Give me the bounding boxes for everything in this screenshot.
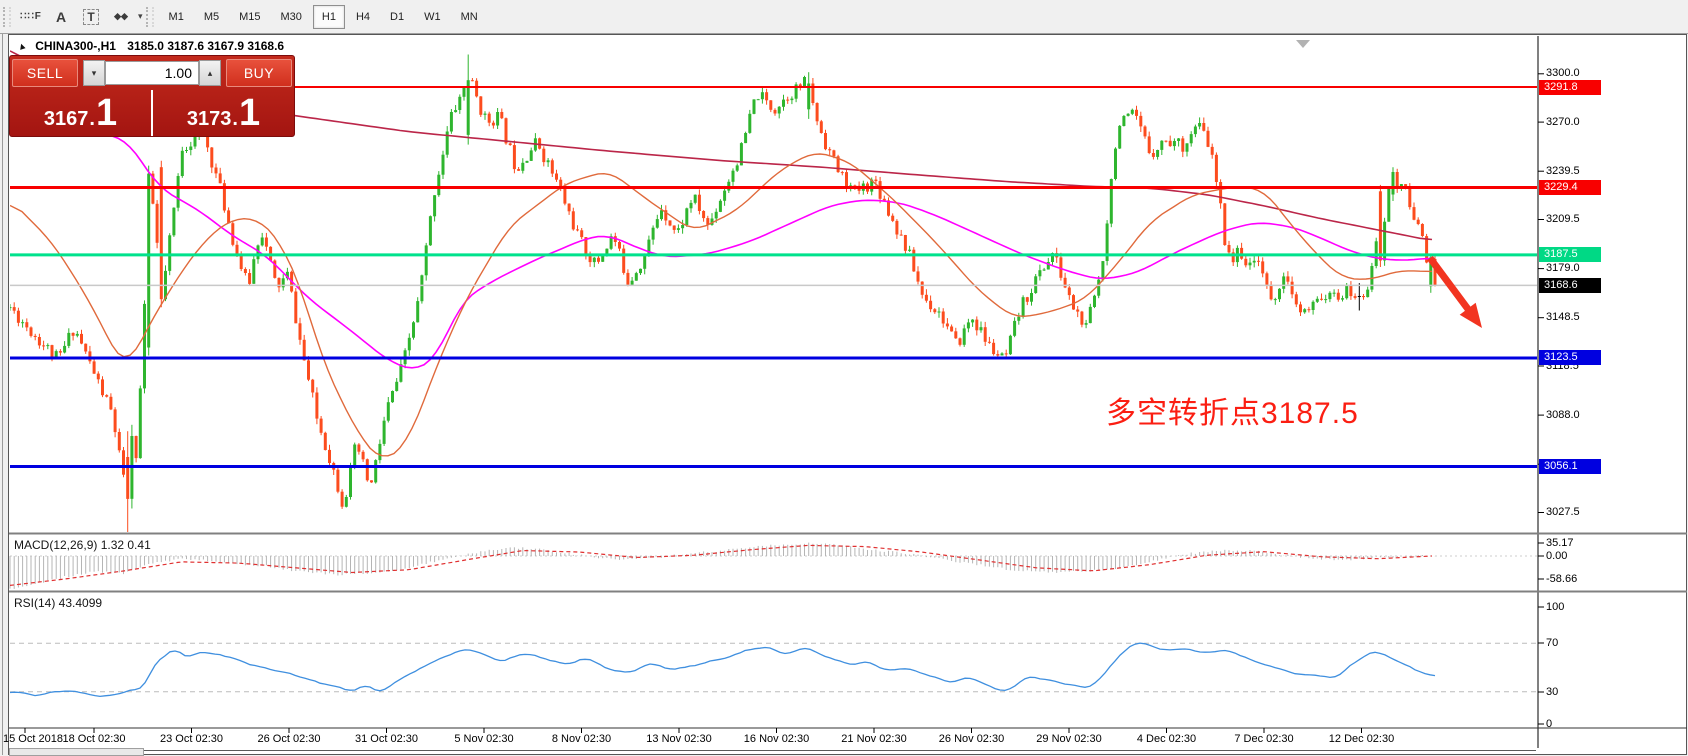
workspace-edge (2, 34, 3, 755)
price-tick-label: 3179.0 (1546, 262, 1580, 275)
time-axis-label: 16 Nov 02:30 (743, 733, 810, 745)
buy-price-pip: 1 (238, 92, 261, 134)
volume-increase-button[interactable]: ▴ (199, 60, 221, 86)
time-axis-label: 12 Dec 02:30 (1328, 733, 1395, 745)
rsi-scale-label: 0 (1546, 717, 1553, 730)
macd-pane-layer (9, 542, 1537, 589)
horizontal-scrollbar-track (144, 750, 1536, 751)
macd-scale-label: 35.17 (1546, 536, 1574, 549)
price-tick-label: 3239.5 (1546, 164, 1580, 177)
sell-price-dot: . (89, 108, 95, 130)
toolbar-grip-2[interactable] (145, 6, 154, 27)
sell-quote-display[interactable]: 3167 . 1 (10, 90, 153, 136)
price-badge: 3229.4 (1539, 179, 1601, 195)
time-axis-label: 31 Oct 02:30 (355, 733, 418, 745)
time-axis-label: 18 Oct 02:30 (62, 733, 126, 745)
tf-button-M5[interactable]: M5 (203, 10, 220, 23)
rsi-pane-layer (9, 642, 1537, 698)
chart-window (8, 34, 1687, 755)
text-label-icon[interactable]: A (55, 8, 67, 25)
time-axis-label: 29 Nov 02:30 (1036, 733, 1102, 745)
price-badge: 3123.5 (1539, 350, 1601, 366)
level-lines-layer (10, 86, 1537, 468)
toolbar-grip[interactable] (3, 6, 11, 27)
price-tick-label: 3270.0 (1546, 115, 1580, 128)
dropdown-caret-icon[interactable]: ▾ (138, 11, 143, 21)
time-axis-label: 21 Nov 02:30 (841, 733, 907, 745)
tf-button-M30[interactable]: M30 (280, 10, 302, 23)
time-axis-label: 26 Oct 02:30 (257, 733, 321, 745)
axis-ticks-layer (24, 73, 1544, 733)
tf-button-W1[interactable]: W1 (424, 10, 441, 23)
tf-button-D1[interactable]: D1 (390, 10, 405, 23)
price-badge: 3056.1 (1539, 458, 1601, 474)
macd-scale-label: 0.00 (1546, 549, 1568, 562)
arrow-annotation (1427, 255, 1482, 328)
price-badge: 3168.6 (1539, 277, 1601, 293)
time-axis-label: 13 Nov 02:30 (646, 733, 712, 745)
chart-ohlc-values: 3185.0 3187.6 3167.9 3168.6 (127, 39, 285, 53)
sell-button[interactable]: SELL (12, 59, 78, 87)
volume-input[interactable] (105, 61, 199, 85)
price-tick-label: 3300.0 (1546, 67, 1580, 80)
price-tick-label: 3027.5 (1546, 506, 1580, 519)
sell-price-base: 3167 (43, 108, 89, 130)
time-axis-label: 5 Nov 02:30 (454, 733, 514, 745)
time-axis-label: 7 Dec 02:30 (1234, 733, 1294, 745)
tf-button-M15[interactable]: M15 (239, 10, 261, 23)
tf-button-H1[interactable]: H1 (312, 4, 345, 29)
text-box-icon[interactable]: T (78, 5, 104, 29)
rsi-scale-label: 100 (1546, 600, 1565, 613)
time-axis-label: 23 Oct 02:30 (160, 733, 223, 745)
chart-window-icon: ▲ (15, 39, 29, 53)
chart-shift-marker-icon[interactable] (1296, 40, 1310, 48)
time-axis-label: 26 Nov 02:30 (938, 733, 1005, 745)
one-click-trading-panel: SELL ▾ ▴ BUY 3167 . 1 3173 . 1 (9, 55, 295, 137)
time-axis-label: 4 Dec 02:30 (1136, 733, 1197, 745)
draw-objects-icon[interactable]: ◆◆ (114, 11, 128, 21)
price-tick-label: 3148.5 (1546, 311, 1580, 324)
price-badge: 3187.5 (1539, 247, 1601, 263)
rsi-indicator-label: RSI(14) 43.4099 (14, 596, 103, 610)
main-toolbar: ∷∷F A T ◆◆ ▾ M1 M5 M15 M30 H1 H4 D1 W1 MN (0, 0, 1688, 34)
buy-quote-display[interactable]: 3173 . 1 (153, 90, 294, 136)
chart-frame-layer (9, 36, 1687, 748)
tf-button-M1[interactable]: M1 (168, 10, 184, 23)
chart-text-annotation[interactable]: 多空转折点3187.5 (1106, 397, 1359, 430)
price-tick-label: 3088.0 (1546, 408, 1580, 421)
volume-decrease-button[interactable]: ▾ (83, 60, 105, 86)
tf-button-H4[interactable]: H4 (355, 10, 371, 23)
rsi-scale-label: 70 (1546, 636, 1559, 649)
time-axis-label: 8 Nov 02:30 (551, 733, 612, 745)
macd-indicator-label: MACD(12,26,9) 1.32 0.41 (14, 538, 151, 552)
chart-title: ▲ CHINA300-,H1 3185.0 3187.6 3167.9 3168… (16, 39, 284, 53)
buy-price-base: 3173 (186, 108, 232, 130)
tf-button-MN[interactable]: MN (460, 10, 478, 23)
chart-symbol-period: CHINA300-,H1 (35, 39, 116, 53)
buy-price-dot: . (232, 108, 238, 130)
sell-price-pip: 1 (95, 92, 118, 134)
rsi-scale-label: 30 (1546, 685, 1559, 698)
time-axis-label: 15 Oct 2018 (3, 733, 63, 745)
crosshair-grid-icon[interactable]: ∷∷F (20, 11, 42, 22)
price-badge: 3291.8 (1539, 79, 1601, 95)
buy-button[interactable]: BUY (226, 59, 292, 87)
macd-scale-label: -58.66 (1546, 572, 1578, 585)
price-tick-label: 3209.5 (1546, 213, 1580, 225)
